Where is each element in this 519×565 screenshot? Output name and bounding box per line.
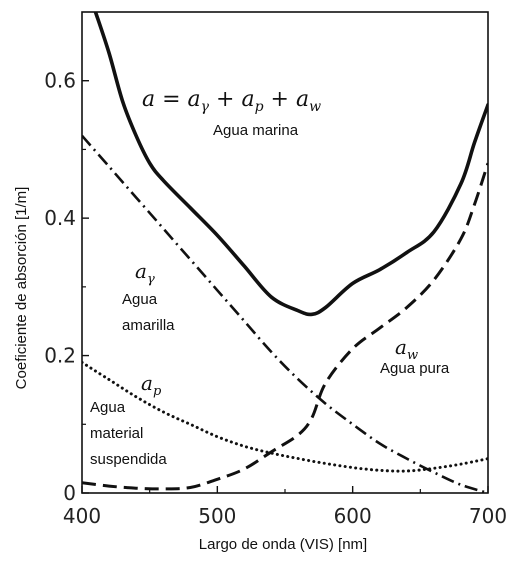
x-tick-label: 400 bbox=[63, 504, 101, 528]
tick-labels: 400 500 600 700 0 0.2 0.4 0.6 bbox=[44, 69, 507, 528]
particle-label-line2: material bbox=[90, 425, 143, 442]
axes bbox=[81, 11, 489, 494]
total-formula: a = aγ + ap + aw bbox=[142, 87, 321, 115]
yellow-symbol: aγ bbox=[135, 259, 155, 287]
water-symbol: aw bbox=[395, 335, 418, 363]
series-total-line bbox=[93, 12, 488, 317]
yellow-label-line2: amarilla bbox=[122, 317, 175, 334]
water-label: Agua pura bbox=[380, 360, 450, 377]
plot-frame bbox=[81, 11, 489, 494]
series-group bbox=[82, 12, 488, 493]
yellow-label-line1: Agua bbox=[122, 291, 158, 308]
particle-label-line3: suspendida bbox=[90, 451, 167, 468]
x-axis-title: Largo de onda (VIS) [nm] bbox=[199, 536, 367, 553]
total-label: Agua marina bbox=[213, 122, 299, 139]
x-tick-label: 500 bbox=[198, 504, 236, 528]
y-tick-label: 0.2 bbox=[44, 344, 76, 368]
series-particle-line bbox=[82, 360, 488, 473]
series-yellow-line bbox=[82, 134, 488, 493]
y-tick-label: 0 bbox=[63, 481, 76, 505]
particle-symbol: ap bbox=[141, 371, 162, 399]
particle-label-line1: Agua bbox=[90, 399, 126, 416]
series-water-line bbox=[82, 162, 488, 491]
x-tick-label: 600 bbox=[334, 504, 372, 528]
y-axis-title: Coeficiente de absorción [1/m] bbox=[13, 187, 30, 390]
y-tick-label: 0.4 bbox=[44, 206, 76, 230]
x-tick-label: 700 bbox=[469, 504, 507, 528]
y-tick-label: 0.6 bbox=[44, 69, 76, 93]
